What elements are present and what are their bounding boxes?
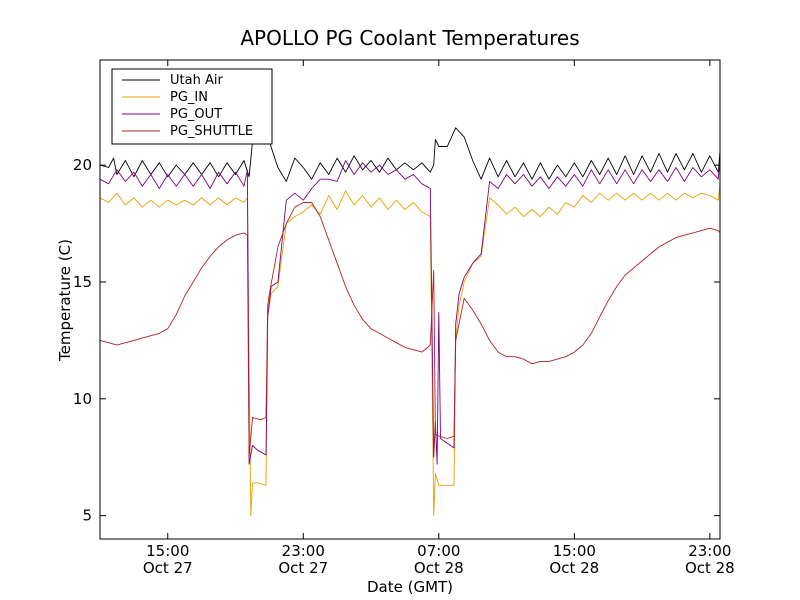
legend-label-pg-out: PG_OUT — [170, 107, 222, 122]
series-line-utah-air — [99, 127, 721, 182]
y-tick-label: 15 — [73, 273, 92, 291]
x-tick-label-date: Oct 27 — [278, 559, 328, 577]
x-tick-label-time: 23:00 — [282, 542, 325, 560]
legend-label-utah-air: Utah Air — [170, 73, 223, 88]
chart-title: APOLLO PG Coolant Temperatures — [240, 26, 579, 50]
legend: Utah Air PG_IN PG_OUT PG_SHUTTLE — [111, 68, 273, 145]
x-tick-label-date: Oct 28 — [549, 559, 599, 577]
y-tick-label: 5 — [82, 507, 92, 525]
x-tick-label-date: Oct 28 — [414, 559, 464, 577]
legend-label-pg-shuttle: PG_SHUTTLE — [170, 124, 253, 139]
legend-label-pg-in: PG_IN — [170, 90, 208, 105]
x-tick-label-time: 15:00 — [146, 542, 189, 560]
x-tick-label-date: Oct 27 — [143, 559, 193, 577]
y-axis-label: Temperature (C) — [56, 239, 74, 362]
x-tick-label-time: 07:00 — [417, 542, 460, 560]
x-tick-label-time: 15:00 — [553, 542, 596, 560]
x-axis-label: Date (GMT) — [367, 578, 453, 596]
series-layer — [99, 127, 721, 517]
y-tick-label: 10 — [73, 390, 92, 408]
plot-frame — [99, 59, 721, 540]
series-line-pg-shuttle — [99, 202, 721, 458]
series-line-pg-out — [99, 155, 721, 465]
x-tick-label-date: Oct 28 — [685, 559, 735, 577]
y-tick-label: 20 — [73, 156, 92, 174]
x-tick-label-time: 23:00 — [688, 542, 731, 560]
series-line-pg-in — [99, 183, 721, 517]
